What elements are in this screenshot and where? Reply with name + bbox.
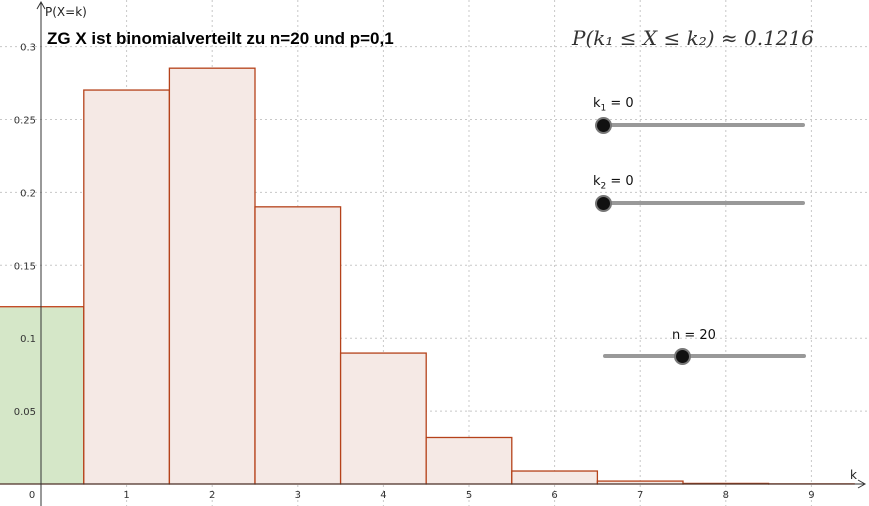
y-tick-0.25: 0.25 [14,116,36,127]
tick-labels: 0 1 2 3 4 5 6 7 8 9 0.05 0.1 0.15 0.2 0.25 0.3 [14,43,815,501]
slider-k1-handle[interactable] [595,117,612,134]
bar-k-6 [511,470,599,485]
slider-k1-label: k1 = 0 [593,96,634,114]
probability-formula: P(k₁ ≤ X ≤ k₂) ≈ 0.1216 [572,26,814,50]
bar-k-2 [168,67,256,485]
x-tick-2: 2 [209,490,215,501]
slider-k2[interactable]: k2 = 0 [593,174,813,214]
bar-k-1 [83,89,171,485]
x-tick-8: 8 [723,490,729,501]
slider-k1[interactable]: k1 = 0 [593,96,813,136]
bars [0,67,855,485]
y-tick-0.15: 0.15 [14,261,36,272]
bar-k-5 [425,436,513,485]
slider-k2-handle[interactable] [595,195,612,212]
y-tick-0.05: 0.05 [14,407,36,418]
x-axis-label: k [850,468,857,482]
slider-k1-track[interactable] [603,123,805,127]
x-tick-0: 0 [29,490,35,501]
x-tick-9: 9 [808,490,814,501]
y-axis-arrow [36,0,46,10]
slider-n-label: n = 20 [672,328,716,343]
slider-n-track[interactable] [603,354,806,358]
slider-n[interactable]: n = 20 [593,328,813,368]
bar-k-3 [254,206,342,485]
x-tick-1: 1 [123,490,129,501]
x-tick-5: 5 [466,490,472,501]
slider-k2-track[interactable] [603,201,805,205]
chart-title: ZG X ist binomialverteilt zu n=20 und p=… [47,29,394,48]
bar-k-4 [339,352,427,485]
x-axis-arrow [857,479,867,489]
x-tick-3: 3 [295,490,301,501]
bar-k-0 [0,306,85,485]
x-tick-4: 4 [380,490,386,501]
y-tick-0.1: 0.1 [20,334,36,345]
x-tick-7: 7 [637,490,643,501]
y-tick-0.2: 0.2 [20,188,36,199]
y-tick-0.3: 0.3 [20,43,36,54]
x-tick-6: 6 [551,490,557,501]
y-axis-label: P(X=k) [45,5,87,19]
slider-n-handle[interactable] [674,348,691,365]
slider-k2-label: k2 = 0 [593,174,634,192]
